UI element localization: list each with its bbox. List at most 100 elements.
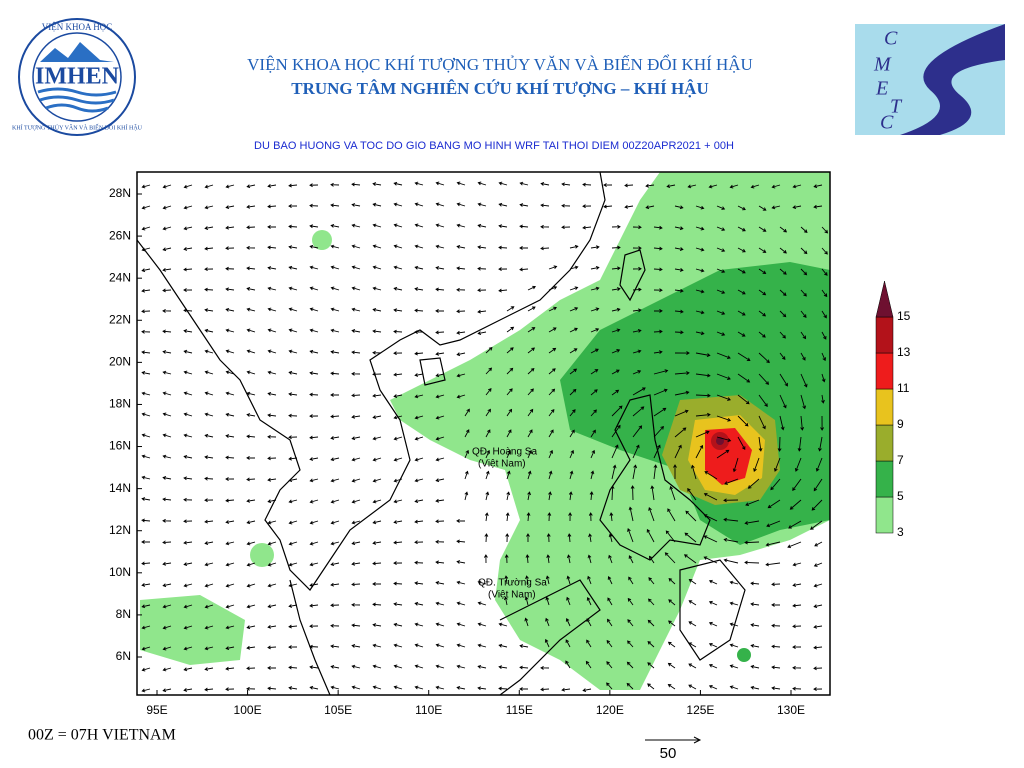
wind-arrow — [162, 646, 172, 651]
wind-arrow — [309, 244, 319, 249]
wind-arrow — [141, 288, 151, 293]
wind-arrow — [372, 478, 382, 483]
wind-arrow — [779, 331, 786, 339]
wind-arrow — [745, 499, 760, 507]
wind-arrow — [688, 684, 697, 690]
colorbar: 3 5 7 9 11 13 15 — [875, 280, 911, 539]
wind-arrow — [456, 580, 466, 585]
wind-arrow — [246, 225, 256, 230]
wind-arrow — [588, 533, 592, 543]
wind-arrow — [611, 245, 621, 250]
wind-arrow — [653, 425, 664, 438]
wind-arrow — [183, 667, 193, 672]
place-name: QĐ. Trường Sa — [478, 578, 547, 589]
wind-arrow — [372, 202, 382, 207]
wind-arrow — [288, 435, 298, 440]
wind-arrow — [393, 540, 403, 545]
wind-arrow — [330, 664, 340, 669]
wind-arrow — [477, 266, 487, 271]
wind-arrow — [456, 394, 466, 399]
wind-arrow — [611, 424, 621, 438]
wind-arrow — [800, 415, 805, 431]
wind-arrow — [703, 492, 718, 501]
wind-arrow — [246, 204, 256, 209]
wind-arrow — [267, 477, 277, 482]
wind-arrow — [737, 310, 746, 316]
wind-arrow — [183, 391, 193, 396]
wind-arrow — [821, 226, 829, 234]
wind-arrow — [569, 244, 579, 249]
wind-arrow — [225, 434, 235, 438]
wind-arrow — [590, 286, 600, 291]
wind-arrow — [288, 541, 298, 546]
wind-arrow — [664, 552, 676, 564]
wind-arrow — [204, 476, 214, 481]
y-tick-label: 8N — [116, 607, 131, 621]
wind-arrow — [632, 370, 642, 375]
wind-arrow — [527, 367, 535, 375]
wind-arrow — [309, 414, 319, 419]
wind-arrow — [545, 596, 550, 606]
wind-arrow — [653, 288, 663, 293]
colorbar-label: 3 — [897, 525, 904, 539]
wind-arrow — [351, 561, 361, 566]
wind-arrow — [414, 622, 424, 627]
wind-arrow — [506, 388, 513, 396]
logo-letter: C — [884, 28, 898, 50]
wind-arrow — [608, 554, 613, 564]
y-tick-label: 20N — [109, 355, 131, 369]
wind-arrow — [246, 413, 256, 417]
wind-arrow — [162, 688, 172, 693]
wind-arrow — [716, 394, 731, 401]
wind-arrow — [506, 470, 511, 480]
wind-arrow — [716, 268, 726, 273]
wind-arrow — [288, 204, 298, 209]
wind-arrow — [351, 602, 361, 607]
wind-arrow — [183, 540, 193, 545]
wind-arrow — [527, 470, 532, 480]
wind-arrow — [435, 308, 445, 313]
wind-arrow — [787, 541, 802, 549]
wind-arrow — [758, 205, 767, 211]
wind-arrow — [569, 409, 576, 417]
wind-arrow — [141, 518, 151, 523]
wind-arrow — [683, 554, 697, 564]
wind-arrow — [464, 491, 469, 501]
wind-arrow — [162, 540, 172, 545]
wind-arrow — [393, 499, 403, 504]
wind-arrow — [162, 226, 172, 231]
wind-arrow — [183, 688, 193, 692]
colorbar-label: 15 — [897, 309, 911, 323]
wind-arrow — [485, 367, 493, 375]
wind-arrow — [330, 436, 340, 440]
wind-arrow — [267, 391, 277, 396]
wind-arrow — [267, 245, 277, 250]
wind-arrow — [737, 394, 750, 405]
wind-arrow — [792, 184, 802, 189]
wind-arrow — [566, 596, 571, 606]
wind-arrow — [183, 519, 193, 524]
wind-arrow — [561, 225, 571, 230]
wind-arrow — [813, 604, 823, 609]
wind-arrow — [456, 309, 466, 314]
wind-arrow — [141, 309, 151, 314]
wind-arrow — [820, 415, 825, 431]
wind-arrow — [477, 223, 487, 228]
wind-arrow — [267, 541, 277, 546]
wind-arrow — [519, 644, 529, 648]
wind-arrow — [414, 351, 424, 356]
wind-arrow — [267, 413, 277, 418]
wind-arrow — [611, 464, 617, 480]
wind-arrow — [653, 407, 667, 417]
wind-arrow — [485, 347, 493, 354]
wind-arrow — [813, 624, 823, 629]
wind-arrow — [162, 350, 172, 354]
wind-arrow — [818, 436, 823, 452]
wind-arrow — [414, 643, 424, 648]
wind-arrow — [627, 597, 634, 606]
wind-arrow — [183, 433, 193, 438]
wind-arrow — [288, 478, 298, 483]
wind-arrow — [729, 622, 739, 627]
wind-arrow — [456, 223, 466, 228]
wind-arrow — [548, 388, 556, 396]
